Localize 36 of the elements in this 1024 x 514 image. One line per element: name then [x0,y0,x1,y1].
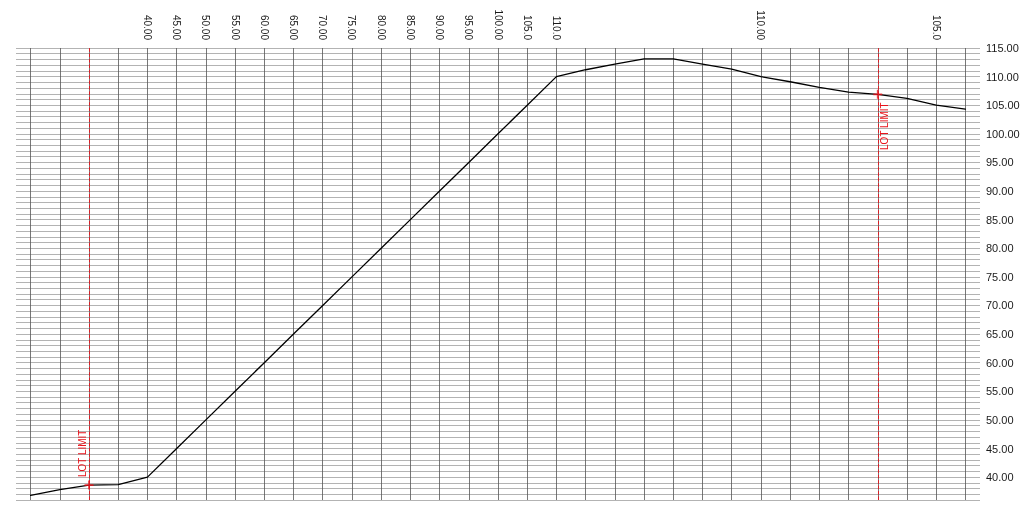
x-tick-label: 65.00 [288,14,300,41]
y-tick-label: 40.00 [986,471,1014,484]
y-tick-label: 75.00 [986,270,1014,283]
y-tick-label: 90.00 [986,185,1014,198]
y-tick-label: 85.00 [986,213,1014,226]
line-series [29,58,967,497]
x-tick-label: 45.00 [171,14,183,41]
y-tick-label: 60.00 [986,356,1014,369]
x-tick-label: 90.00 [434,14,446,41]
x-tick-label: 60.00 [258,14,270,41]
y-tick-label: 95.00 [986,156,1014,169]
x-tick-label: 85.00 [404,14,416,41]
x-tick-label: 110.0 [550,15,562,41]
y-tick-label: 110.00 [986,70,1019,83]
y-tick-label: 70.00 [986,299,1014,312]
y-tick-label: 50.00 [986,413,1014,426]
annotation: LOT LIMIT [76,429,88,478]
x-tick-label: 105.0 [930,14,942,41]
x-tick-label: 50.00 [200,14,212,41]
y-tick-label: 65.00 [986,328,1014,341]
x-tick-label: 95.00 [463,14,475,41]
x-tick-label: 40.00 [141,14,153,41]
x-tick-label: 70.00 [317,14,329,41]
annotation: LOT LIMIT [879,102,891,150]
x-tick-label: 55.00 [229,14,241,41]
y-tick-label: 115.00 [986,42,1019,54]
x-tick-label: 105.0 [521,14,533,41]
y-tick-label: 45.00 [986,442,1014,455]
x-tick-label: 75.00 [346,14,358,41]
y-tick-label: 105.00 [986,99,1020,112]
y-tick-label: 80.00 [986,242,1014,255]
x-tick-label: 110.00 [755,10,767,41]
x-tick-label: 100.00 [492,9,504,41]
x-tick-label: 80.00 [375,14,387,41]
y-tick-label: 55.00 [986,385,1014,398]
y-tick-label: 100.00 [986,127,1020,140]
